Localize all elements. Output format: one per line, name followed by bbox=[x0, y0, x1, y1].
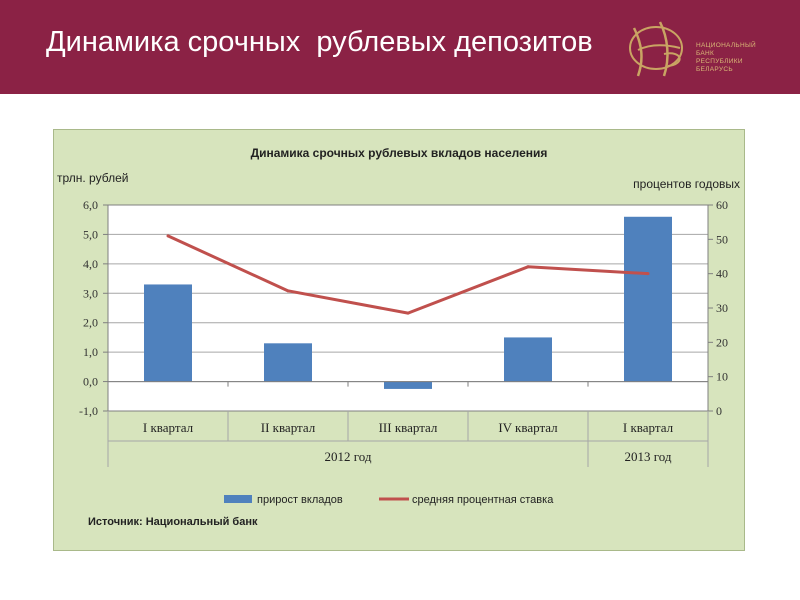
logo-monogram-icon bbox=[629, 21, 683, 77]
rate-point bbox=[286, 289, 290, 293]
slide-title: Динамика срочных рублевых депозитов bbox=[46, 26, 593, 58]
category-label: III квартал bbox=[379, 420, 438, 435]
category-label: I квартал bbox=[143, 420, 194, 435]
bar bbox=[624, 216, 672, 382]
group-label: 2013 год bbox=[625, 449, 672, 464]
logo-line: БЕЛАРУСЬ bbox=[696, 66, 733, 73]
bar bbox=[504, 337, 552, 382]
logo-line: БАНК bbox=[696, 50, 715, 57]
plot-area bbox=[108, 205, 708, 411]
logo-line: НАЦИОНАЛЬНЫЙ bbox=[696, 42, 756, 49]
y-right-tick-label: 30 bbox=[716, 301, 728, 315]
plot-border bbox=[107, 204, 709, 412]
category-label: I квартал bbox=[623, 420, 674, 435]
rate-point bbox=[166, 234, 170, 238]
deposits-chart: Динамика срочных рублевых вкладов населе… bbox=[57, 146, 740, 528]
rate-point bbox=[406, 311, 410, 315]
y-right-axis-title: процентов годовых bbox=[633, 177, 740, 191]
y-right-tick-label: 0 bbox=[716, 404, 722, 418]
category-label: IV квартал bbox=[498, 420, 558, 435]
y-right-tick-label: 60 bbox=[716, 198, 728, 212]
y-left-tick-label: 6,0 bbox=[83, 198, 98, 212]
slide-header: Динамика срочных рублевых депозитов НАЦИ… bbox=[0, 0, 800, 94]
chart-panel: Динамика срочных рублевых вкладов населе… bbox=[53, 129, 745, 551]
rate-point bbox=[646, 272, 650, 276]
bar bbox=[264, 343, 312, 382]
y-left-axis-title: трлн. рублей bbox=[57, 171, 128, 185]
national-bank-logo: НАЦИОНАЛЬНЫЙ БАНК РЕСПУБЛИКИ БЕЛАРУСЬ bbox=[620, 14, 792, 84]
bar bbox=[144, 284, 192, 382]
source-note: Источник: Национальный банк bbox=[88, 516, 258, 528]
legend-bar-swatch bbox=[224, 495, 252, 503]
y-left-tick-label: 3,0 bbox=[83, 286, 98, 300]
y-left-tick-label: -1,0 bbox=[79, 404, 98, 418]
y-right-tick-label: 10 bbox=[716, 370, 728, 384]
y-left-tick-label: 2,0 bbox=[83, 316, 98, 330]
y-left-tick-label: 4,0 bbox=[83, 257, 98, 271]
logo-text: НАЦИОНАЛЬНЫЙ БАНК РЕСПУБЛИКИ БЕЛАРУСЬ bbox=[696, 42, 756, 74]
bar bbox=[384, 381, 432, 389]
y-left-tick-label: 0,0 bbox=[83, 375, 98, 389]
y-right-tick-label: 50 bbox=[716, 232, 728, 246]
legend-line-label: средняя процентная ставка bbox=[412, 494, 554, 506]
chart-title: Динамика срочных рублевых вкладов населе… bbox=[251, 146, 548, 160]
y-right-tick-label: 40 bbox=[716, 267, 728, 281]
y-left-tick-label: 1,0 bbox=[83, 345, 98, 359]
category-label: II квартал bbox=[261, 420, 316, 435]
legend-bar-label: прирост вкладов bbox=[257, 494, 343, 506]
group-label: 2012 год bbox=[325, 449, 372, 464]
y-left-tick-label: 5,0 bbox=[83, 227, 98, 241]
rate-point bbox=[526, 265, 530, 269]
y-right-tick-label: 20 bbox=[716, 335, 728, 349]
logo-line: РЕСПУБЛИКИ bbox=[696, 58, 743, 65]
